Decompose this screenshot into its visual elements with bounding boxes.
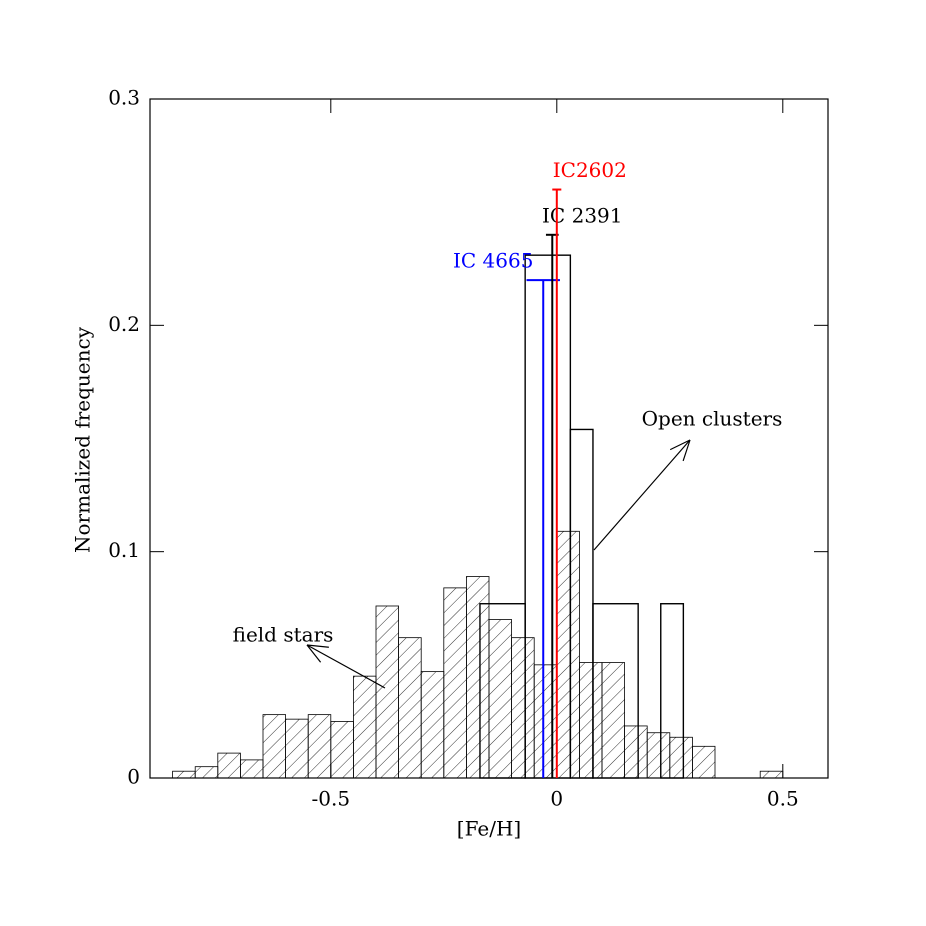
histogram-bar xyxy=(420,671,445,779)
x-tick-label: 0 xyxy=(550,787,563,811)
histogram-bar xyxy=(172,770,196,779)
y-axis-label: Normalized frequency xyxy=(71,326,95,553)
annotation-arrow-head xyxy=(669,439,691,451)
histogram-bar xyxy=(511,637,535,779)
cluster-label: IC 2391 xyxy=(542,203,622,227)
y-tick-label: 0.2 xyxy=(108,312,140,336)
histogram-bar xyxy=(646,732,671,779)
cluster-label: IC2602 xyxy=(553,158,627,182)
cluster-label: IC 4665 xyxy=(453,249,533,273)
annotation-arrow-head xyxy=(682,439,691,462)
histogram-bar xyxy=(692,745,716,779)
histogram-bar xyxy=(330,721,354,779)
series-annotation: field stars xyxy=(233,623,334,647)
histogram-bar xyxy=(669,736,693,779)
annotation-arrow xyxy=(593,439,691,551)
y-tick-label: 0.3 xyxy=(108,86,140,110)
histogram-bar xyxy=(759,770,784,779)
series-annotation: Open clusters xyxy=(642,407,783,431)
histogram-bar xyxy=(194,766,219,779)
histogram-bar xyxy=(398,637,422,779)
histogram-bar xyxy=(375,605,400,779)
annotation-arrow-head xyxy=(306,644,322,663)
histogram-bar xyxy=(660,603,685,779)
histogram-bar xyxy=(488,619,513,779)
histogram-bar xyxy=(624,725,648,779)
annotation-arrow xyxy=(306,644,386,689)
annotation-arrow-head xyxy=(306,644,329,648)
y-tick-label: 0 xyxy=(127,765,140,789)
histogram-bar xyxy=(443,587,467,779)
histogram-bar xyxy=(556,530,580,779)
x-tick-label: 0.5 xyxy=(767,787,799,811)
histogram-bar xyxy=(592,603,639,779)
histogram-bar xyxy=(579,662,603,779)
histogram-bar xyxy=(601,662,626,779)
histogram-bar xyxy=(285,718,309,779)
x-tick-label: -0.5 xyxy=(312,787,351,811)
histogram-bar xyxy=(217,752,241,779)
histogram-bar xyxy=(533,664,558,779)
histogram-bar xyxy=(262,714,287,779)
x-axis-label: [Fe/H] xyxy=(457,817,521,841)
histogram-bar xyxy=(352,675,377,779)
y-tick-label: 0.1 xyxy=(108,538,140,562)
histogram-bar xyxy=(307,714,332,779)
histogram-bar xyxy=(465,576,490,779)
histogram-bar xyxy=(239,759,264,779)
